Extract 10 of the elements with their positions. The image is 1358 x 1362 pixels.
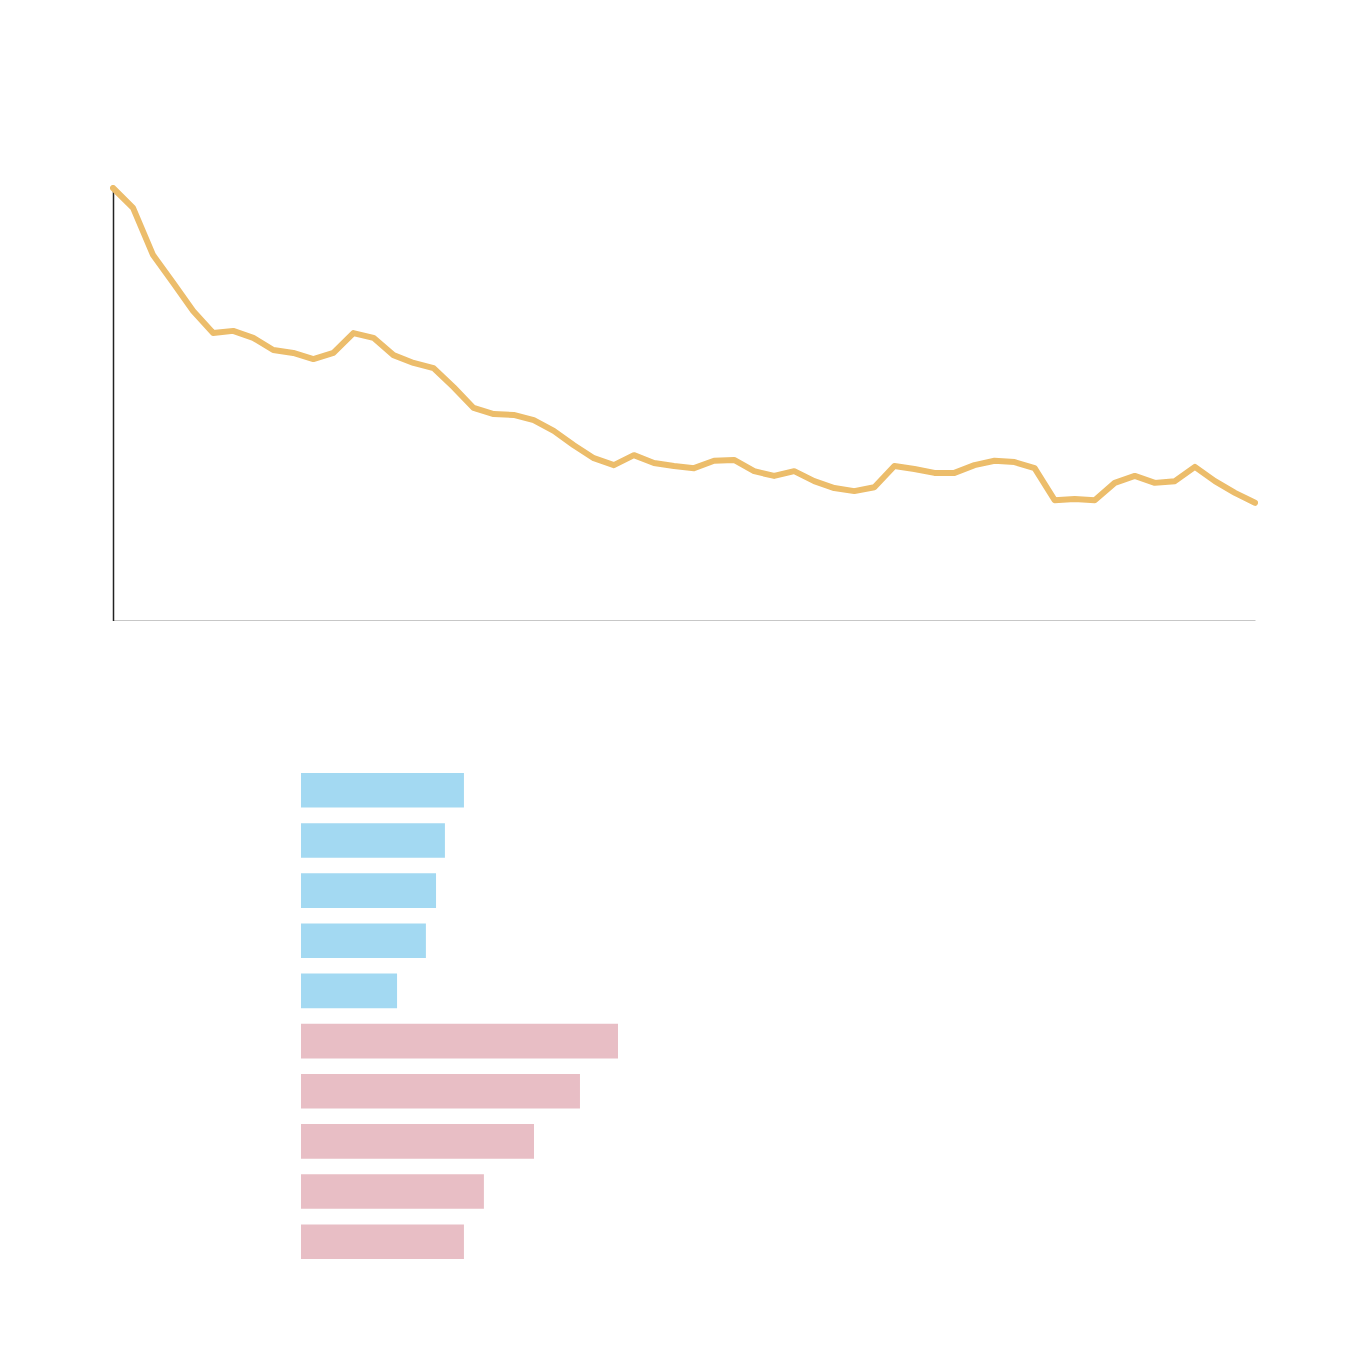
bar [301, 1073, 580, 1109]
bar [301, 973, 398, 1009]
bar [301, 1224, 464, 1259]
bar [301, 823, 445, 858]
bar [301, 873, 437, 908]
bar [301, 1174, 484, 1209]
bar [301, 923, 426, 959]
bar [301, 1023, 618, 1059]
bar [301, 1124, 534, 1159]
bar [301, 773, 464, 808]
